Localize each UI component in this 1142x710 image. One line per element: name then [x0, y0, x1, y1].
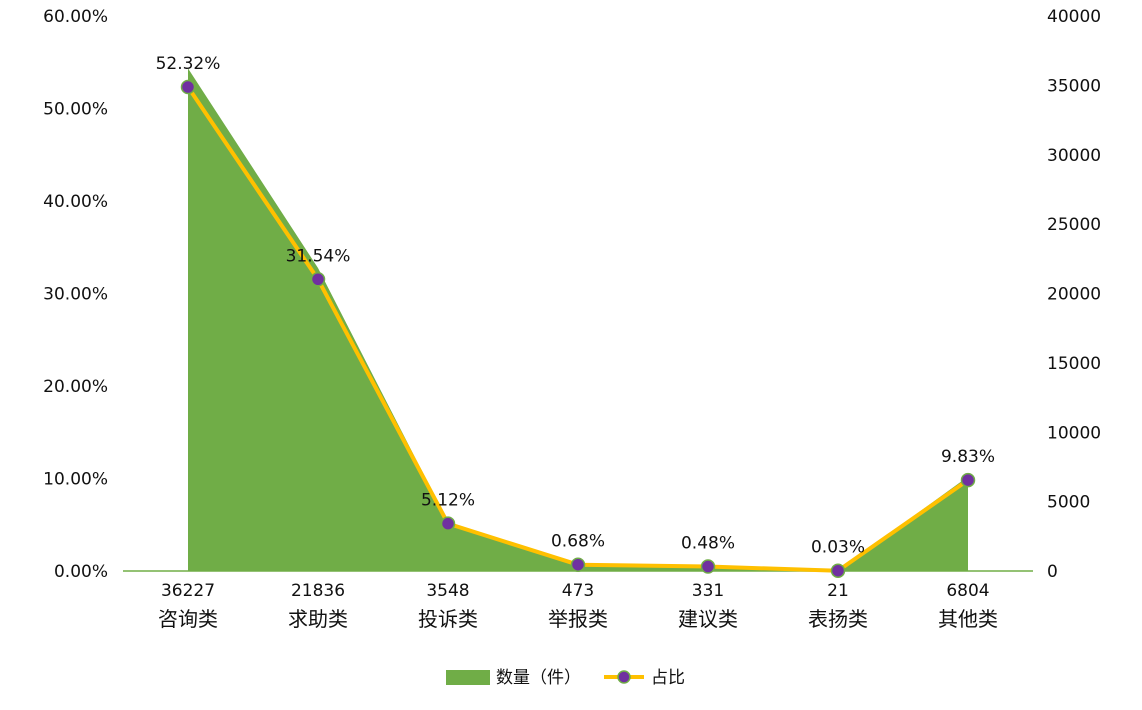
line-marker — [180, 79, 196, 95]
left-tick-label: 30.00% — [43, 285, 108, 305]
percent-data-label: 9.83% — [941, 447, 995, 467]
right-tick-label: 10000 — [1047, 423, 1101, 443]
right-tick-label: 0 — [1047, 562, 1058, 582]
right-tick-label: 35000 — [1047, 76, 1101, 96]
legend: 数量（件） 占比 — [446, 668, 685, 688]
area-series-count — [188, 68, 968, 571]
line-marker — [570, 557, 586, 572]
percent-data-label: 0.48% — [681, 534, 735, 554]
percent-data-label: 52.32% — [156, 54, 221, 74]
left-tick-label: 40.00% — [43, 192, 108, 212]
category-label: 举报类 — [548, 607, 608, 631]
right-axis: 0 5000 10000 15000 20000 25000 30000 35000 40000 — [1047, 7, 1101, 582]
count-data-label: 331 — [692, 581, 724, 601]
count-data-label: 473 — [562, 581, 594, 601]
count-data-label: 6804 — [946, 581, 989, 601]
left-tick-label: 60.00% — [43, 7, 108, 27]
legend-line-marker — [617, 670, 631, 684]
percent-data-label: 5.12% — [421, 491, 475, 511]
legend-area-label: 数量（件） — [496, 668, 581, 688]
percent-data-label: 31.54% — [286, 246, 351, 266]
right-tick-label: 25000 — [1047, 215, 1101, 235]
right-tick-label: 20000 — [1047, 285, 1101, 305]
category-label: 求助类 — [288, 607, 348, 631]
left-tick-label: 0.00% — [54, 562, 108, 582]
percent-data-label: 0.68% — [551, 532, 605, 552]
left-axis: 0.00% 10.00% 20.00% 30.00% 40.00% 50.00% 60.00… — [43, 7, 108, 582]
right-tick-label: 30000 — [1047, 146, 1101, 166]
right-tick-label: 40000 — [1047, 7, 1101, 27]
plot-area: 52.32% 31.54% 5.12% 0.68% 0.48% 0.03% 9.83% — [123, 54, 1033, 578]
right-tick-label: 15000 — [1047, 354, 1101, 374]
x-axis: 36227 咨询类 21836 求助类 3548 投诉类 473 举报类 331 建议类 21 表扬类… — [158, 581, 998, 631]
right-tick-label: 5000 — [1047, 493, 1090, 513]
count-data-label: 36227 — [161, 581, 215, 601]
left-tick-label: 20.00% — [43, 377, 108, 397]
count-data-label: 21 — [827, 581, 849, 601]
category-label: 投诉类 — [418, 607, 478, 631]
count-data-label: 21836 — [291, 581, 345, 601]
category-label: 咨询类 — [158, 607, 218, 631]
category-label: 其他类 — [938, 607, 998, 631]
category-label: 表扬类 — [808, 607, 868, 631]
line-marker — [440, 516, 456, 531]
category-label: 建议类 — [678, 607, 738, 631]
line-marker — [960, 472, 976, 488]
line-marker — [310, 272, 326, 287]
legend-line-label: 占比 — [651, 668, 685, 688]
left-tick-label: 50.00% — [43, 100, 108, 120]
percent-data-label: 0.03% — [811, 538, 865, 558]
left-tick-label: 10.00% — [43, 470, 108, 490]
count-data-label: 3548 — [426, 581, 469, 601]
line-marker — [700, 559, 716, 574]
legend-area-swatch — [446, 670, 490, 685]
line-marker — [830, 563, 846, 578]
